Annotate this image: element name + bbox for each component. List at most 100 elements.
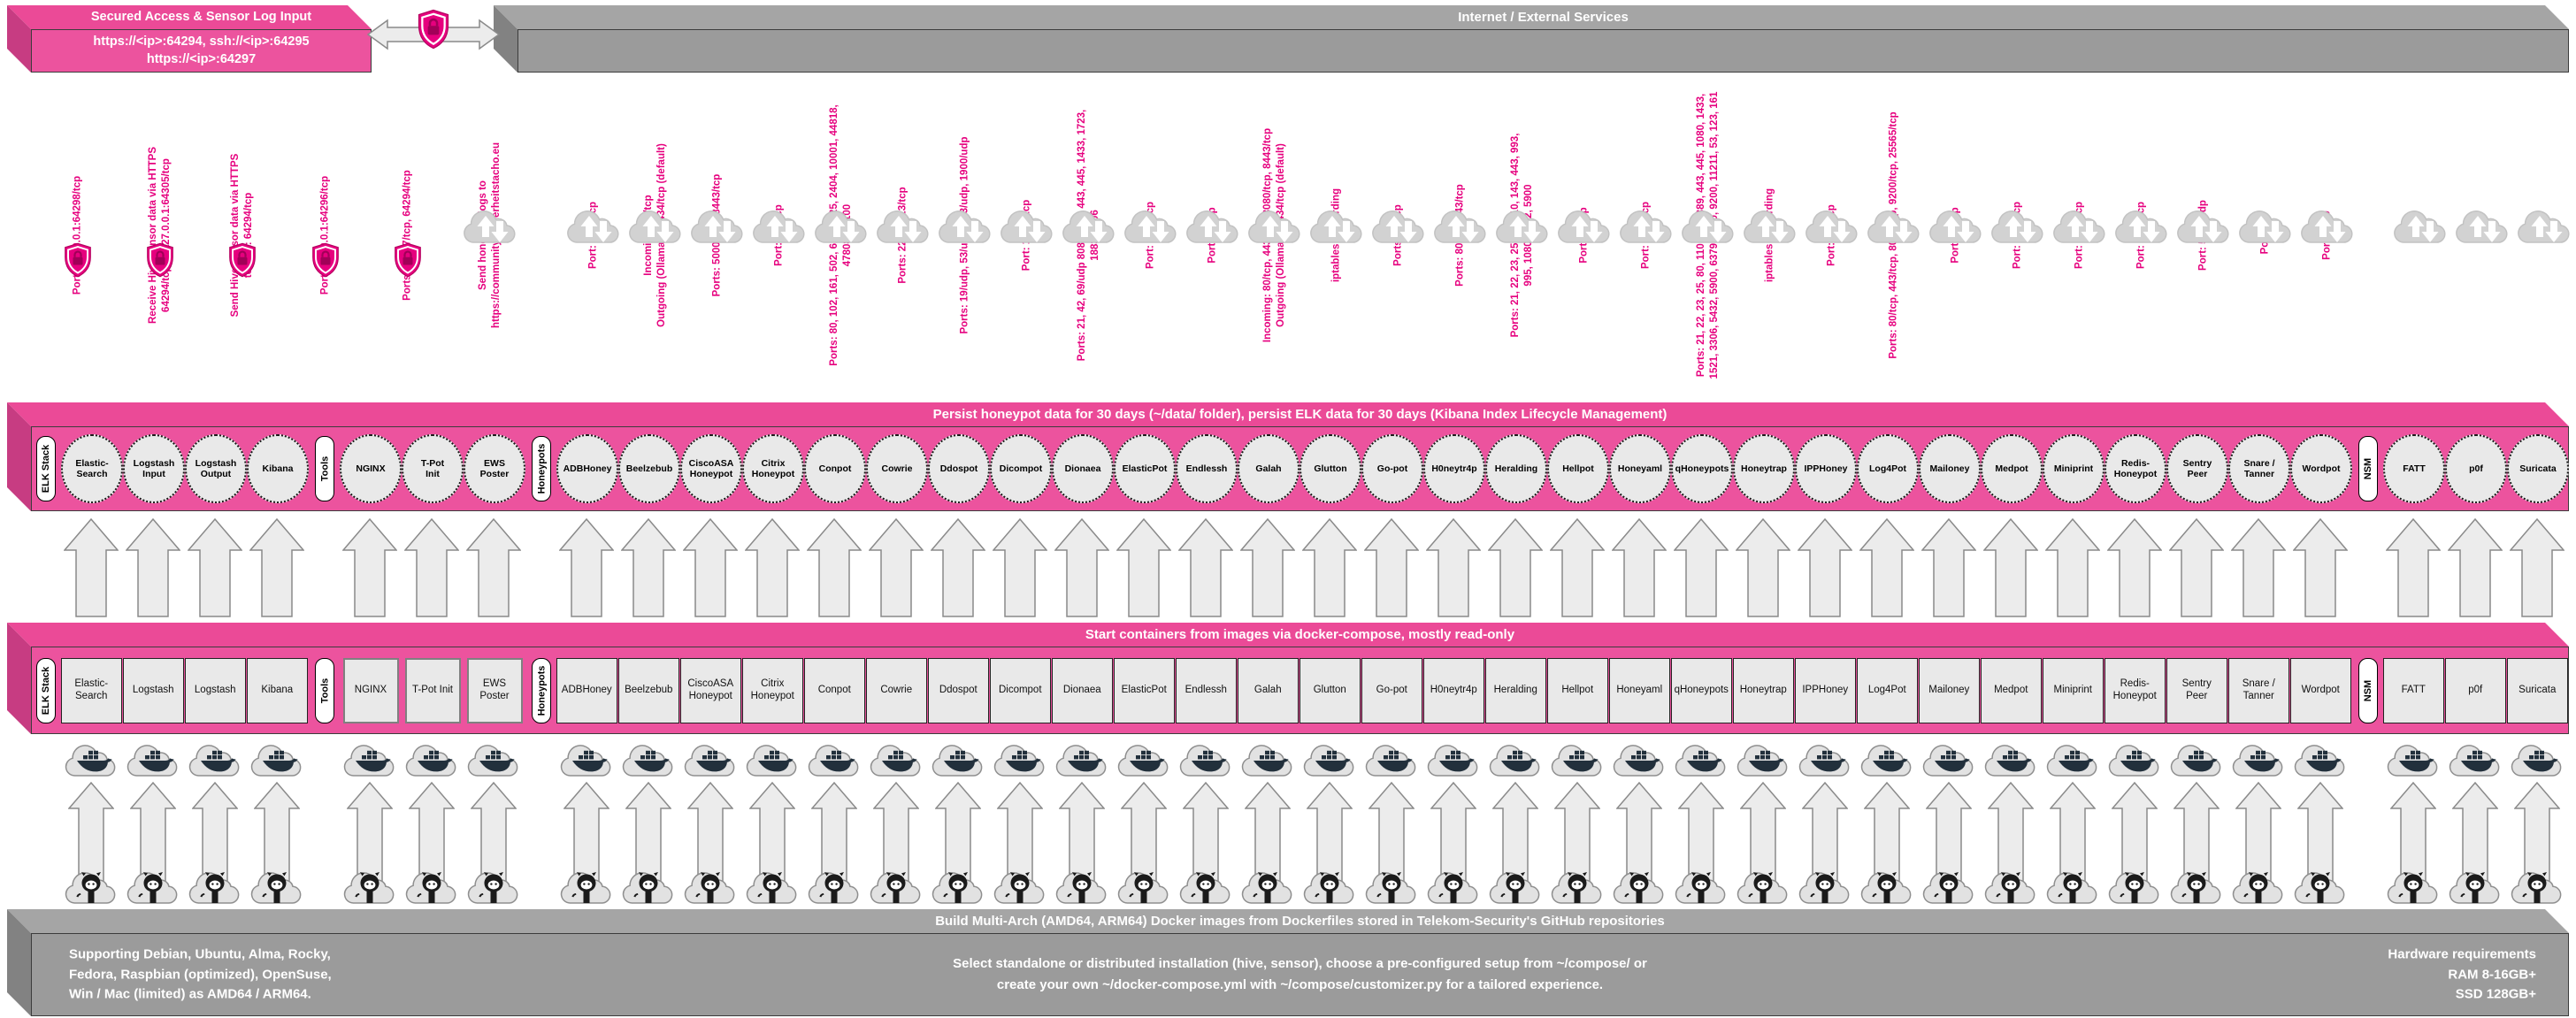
docker-col-wordpot [2289,739,2351,780]
github-col-nginx [339,782,401,907]
ellipse-col-go-pot: Go-pot [1361,434,1423,503]
up-arrow-snare-tanner [2231,518,2286,617]
docker-whale-icon [2447,739,2503,780]
cloud-updown-icon [1555,205,1614,246]
rect-col-ddospot: Ddospot [927,657,990,723]
service-ellipse-elasticsearch: Elastic- Search [61,434,123,503]
short-col-logstash-output [184,518,246,617]
shield-lock-icon [145,242,174,278]
github-col-conpot [803,782,865,907]
github-octocat-icon [1363,867,1420,907]
up-arrow-suricata [2510,518,2564,617]
docker-col-fatt [2382,739,2444,780]
github-col-suricata [2506,782,2568,907]
docker-whale-icon [63,739,119,780]
service-ellipse-logstash-output: Logstash Output [185,434,247,503]
service-ellipse-wordpot: Wordpot [2290,434,2352,503]
container-rect-go-pot: Go-pot [1361,657,1422,723]
ellipse-col-beelzebub: Beelzebub [618,434,680,503]
cloud-updown-icon [1060,205,1118,246]
service-ellipse-honeytrap: Honeytrap [1733,434,1795,503]
up-arrow-logstash-output [188,518,242,617]
port-label-secured-access-3: Ports: 64297/tcp, 64294/tcp [402,170,413,301]
service-ellipse-nginx: NGINX [340,434,402,503]
container-rect-mailoney: Mailoney [1918,657,1980,723]
cloud-updown-icon [2515,205,2573,246]
short-col-mailoney [1918,518,1980,617]
group-label: Honeypots [536,443,547,494]
ellipse-col-ciscoasa-honeypot: CiscoASA Honeypot [680,434,742,503]
service-ellipse-tpot-init: T-Pot Init [402,434,464,503]
ellipse-col-redis-honeypot: Redis- Honeypot [2104,434,2166,503]
rect-col-elasticpot: ElasticPot [1113,657,1176,723]
github-col-kibana [246,782,308,907]
container-rect-logstash-input: Logstash [122,657,184,723]
github-col-redis-honeypot [2104,782,2166,907]
rect-col-honeytrap: Honeytrap [1732,657,1795,723]
short-col-ciscoasa-honeypot [679,518,741,617]
github-col-wordpot [2289,782,2351,907]
group-label-pill: Honeypots [532,657,551,723]
container-rect-cowrie: Cowrie [865,657,927,723]
ellipse-col-log4pot: Log4Pot [1857,434,1919,503]
container-rect-hellpot: Hellpot [1546,657,1608,723]
port-label-receive-hive-sensor: Receive Hive Sensor data via HTTPS 64294… [148,146,172,325]
docker-whale-icon [558,739,615,780]
docker-whale-icon [1239,739,1296,780]
github-col-honeyaml [1608,782,1670,907]
github-octocat-icon [187,867,243,907]
up-arrow-galah [1240,518,1295,617]
short-col-ddospot [927,518,989,617]
group-label: NSM [2363,679,2374,701]
group-pillbox: ELK Stack [36,657,56,723]
github-col-snare-tanner [2227,782,2289,907]
up-arrow-endlessh [1178,518,1233,617]
cloud-updown-icon [1803,205,1861,246]
docker-col-go-pot [1361,739,1422,780]
container-rect-honeyaml: Honeyaml [1608,657,1670,723]
docker-whale-icon [2106,739,2163,780]
docker-col-redis-honeypot [2104,739,2166,780]
ellipse-col-fatt: FATT [2383,434,2445,503]
short-arrows-row [36,518,2575,617]
rect-col-ciscoasa-honeypot: CiscoASA Honeypot [679,657,742,723]
group-items: FATT p0f Suricata [2383,434,2569,503]
shield-lock-icon [393,242,422,278]
up-arrow-ddospot [931,518,985,617]
group-tools: Tools NGINX T-Pot Init EWS Poster [315,657,525,723]
service-ellipse-ddospot: Ddospot [928,434,990,503]
short-col-nginx [339,518,401,617]
docker-whale-icon [187,739,243,780]
ellipse-col-medpot: Medpot [1981,434,2043,503]
up-arrow-ipphoney [1798,518,1852,617]
cloud-updown-icon [1369,205,1428,246]
short-col-fatt [2382,518,2444,617]
group-honeypots [532,782,2351,907]
github-octocat-icon [1487,867,1544,907]
service-ellipse-qhoneypots: qHoneypots [1671,434,1733,503]
rect-col-p0f: p0f [2444,657,2507,723]
docker-whale-icon [1982,739,2039,780]
docker-whale-icon [868,739,924,780]
group-pillbox: ELK Stack [36,436,56,501]
docker-col-snare-tanner [2227,739,2289,780]
docker-whale-icon [806,739,862,780]
up-arrow-citrix-honeypot [745,518,800,617]
ellipse-col-logstash-input: Logstash Input [123,434,185,503]
up-arrow-medpot [1983,518,2038,617]
docker-whale-icon [992,739,1048,780]
container-rect-logstash-output: Logstash [184,657,246,723]
docker-col-logstash-output [184,739,246,780]
docker-whale-icon [1116,739,1172,780]
github-col-dionaea [1051,782,1113,907]
service-ellipse-logstash-input: Logstash Input [123,434,185,503]
rect-col-fatt: FATT [2382,657,2445,723]
internet-bar-top-face [494,5,2569,29]
short-col-heralding [1484,518,1546,617]
container-rect-dionaea: Dionaea [1051,657,1113,723]
github-octocat-icon [341,867,398,907]
cloud-updown-icon [2174,205,2233,246]
github-col-p0f [2444,782,2506,907]
short-col-dicompot [989,518,1051,617]
secured-access-box-front: https://<ip>:64294, ssh://<ip>:64295 htt… [31,29,372,73]
